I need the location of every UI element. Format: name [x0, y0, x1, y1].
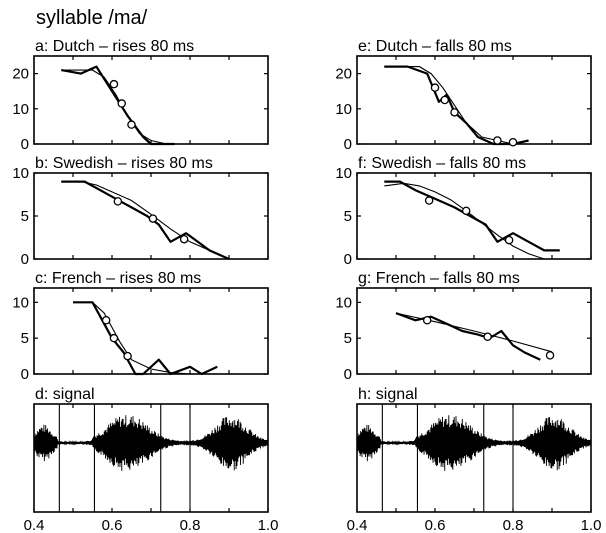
data-marker [440, 95, 449, 105]
figure-heading: syllable /ma/ [36, 7, 148, 29]
x-tick-label: 0.8 [503, 517, 524, 533]
y-tick-label: 10 [335, 101, 352, 118]
x-tick-label: 1.0 [258, 517, 279, 533]
panel-c: c: French – rises 80 ms 0 5 10 [12, 270, 269, 383]
y-tick-label: 20 [12, 66, 29, 83]
fitted-curve-line [384, 66, 514, 145]
panel-title: a: Dutch – rises 80 ms [35, 38, 194, 55]
measured-contour-line [61, 65, 175, 146]
x-tick-label: 0.4 [24, 517, 45, 533]
signal-waveform [356, 415, 592, 471]
panel-title: c: French – rises 80 ms [35, 270, 201, 287]
panel-a: a: Dutch – rises 80 ms 0 10 20 [12, 38, 269, 153]
y-tick-label: 10 [12, 101, 29, 118]
measured-contour-line [384, 65, 529, 146]
data-marker [179, 234, 189, 244]
data-marker [424, 196, 434, 205]
plot-frame [356, 172, 592, 260]
x-tick-label: 0.8 [180, 517, 201, 533]
plot-frame [33, 55, 269, 145]
x-tick-label: 1.0 [581, 517, 602, 533]
y-tick-label: 5 [344, 330, 352, 347]
data-marker [101, 315, 111, 325]
fitted-curve-line [395, 312, 553, 353]
measured-contour-line [73, 301, 218, 376]
panel-g: g: French – falls 80 ms 0 5 10 [335, 270, 592, 383]
data-marker [493, 136, 502, 145]
y-tick-label: 0 [344, 366, 352, 383]
panel-b: b: Swedish – rises 80 ms 0 5 10 [12, 155, 269, 268]
data-marker [123, 351, 132, 361]
data-marker [450, 108, 459, 117]
data-marker [430, 83, 440, 92]
panel-title: d: signal [35, 386, 95, 403]
fitted-curve-line [73, 301, 191, 375]
data-marker [127, 120, 136, 129]
panel-title: g: French – falls 80 ms [358, 270, 520, 287]
data-marker [109, 333, 119, 343]
data-marker [109, 79, 119, 89]
fitted-curve-line [384, 182, 545, 260]
y-tick-label: 10 [12, 165, 29, 182]
data-marker [508, 137, 518, 147]
panel-title: e: Dutch – falls 80 ms [358, 38, 512, 55]
data-marker [545, 351, 555, 360]
y-tick-label: 0 [21, 136, 29, 153]
data-marker [148, 214, 158, 223]
y-tick-label: 0 [344, 136, 352, 153]
y-tick-label: 5 [21, 208, 29, 225]
plot-frame [33, 287, 269, 375]
data-marker [483, 332, 492, 341]
fitted-curve-line [61, 69, 190, 145]
data-marker [113, 197, 123, 206]
y-tick-label: 0 [344, 251, 352, 268]
data-marker [117, 99, 127, 108]
data-marker [422, 315, 432, 325]
x-tick-label: 0.4 [347, 517, 368, 533]
data-marker [504, 235, 514, 245]
measured-contour-line [395, 312, 541, 361]
y-tick-label: 5 [344, 208, 352, 225]
y-tick-label: 10 [335, 165, 352, 182]
y-tick-label: 5 [21, 330, 29, 347]
x-tick-label: 0.6 [425, 517, 446, 533]
fitted-curve-line [61, 181, 230, 260]
y-tick-label: 0 [21, 366, 29, 383]
x-tick-label: 0.6 [102, 517, 123, 533]
y-tick-label: 10 [335, 294, 352, 311]
panel-title: b: Swedish – rises 80 ms [35, 155, 213, 172]
y-tick-label: 20 [335, 66, 352, 83]
y-tick-label: 0 [21, 251, 29, 268]
panel-e: e: Dutch – falls 80 ms 0 10 20 [335, 38, 592, 153]
panel-f: f: Swedish – falls 80 ms 0 5 10 [335, 155, 592, 268]
signal-waveform [33, 415, 269, 471]
y-tick-label: 10 [12, 294, 29, 311]
data-marker [461, 206, 471, 216]
panel-title: h: signal [358, 386, 418, 403]
panel-title: f: Swedish – falls 80 ms [358, 155, 526, 172]
